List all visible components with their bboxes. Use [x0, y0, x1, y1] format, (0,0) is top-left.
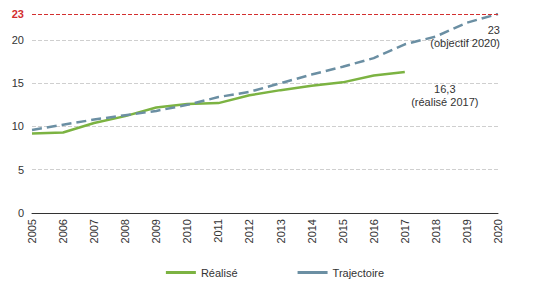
svg-text:Trajectoire: Trajectoire — [333, 267, 385, 279]
svg-text:5: 5 — [18, 164, 24, 176]
svg-text:Réalisé: Réalisé — [201, 267, 238, 279]
svg-text:2007: 2007 — [88, 219, 100, 243]
svg-text:2019: 2019 — [461, 219, 473, 243]
svg-text:0: 0 — [18, 207, 24, 219]
svg-text:2013: 2013 — [275, 219, 287, 243]
svg-text:2016: 2016 — [368, 219, 380, 243]
svg-text:2010: 2010 — [181, 219, 193, 243]
svg-text:2020: 2020 — [492, 219, 504, 243]
svg-text:2015: 2015 — [337, 219, 349, 243]
svg-text:(réalisé 2017): (réalisé 2017) — [411, 96, 478, 108]
svg-text:15: 15 — [12, 77, 24, 89]
svg-text:2012: 2012 — [243, 219, 255, 243]
svg-text:2014: 2014 — [306, 219, 318, 243]
svg-text:2018: 2018 — [430, 219, 442, 243]
svg-text:2006: 2006 — [57, 219, 69, 243]
svg-text:2008: 2008 — [119, 219, 131, 243]
svg-text:2017: 2017 — [399, 219, 411, 243]
svg-text:23: 23 — [488, 24, 500, 36]
svg-text:2005: 2005 — [26, 219, 38, 243]
svg-text:2009: 2009 — [150, 219, 162, 243]
svg-text:20: 20 — [12, 34, 24, 46]
svg-text:(objectif 2020): (objectif 2020) — [430, 37, 500, 49]
svg-text:23: 23 — [12, 8, 24, 20]
svg-text:10: 10 — [12, 120, 24, 132]
svg-text:2011: 2011 — [212, 219, 224, 243]
svg-text:16,3: 16,3 — [434, 83, 455, 95]
